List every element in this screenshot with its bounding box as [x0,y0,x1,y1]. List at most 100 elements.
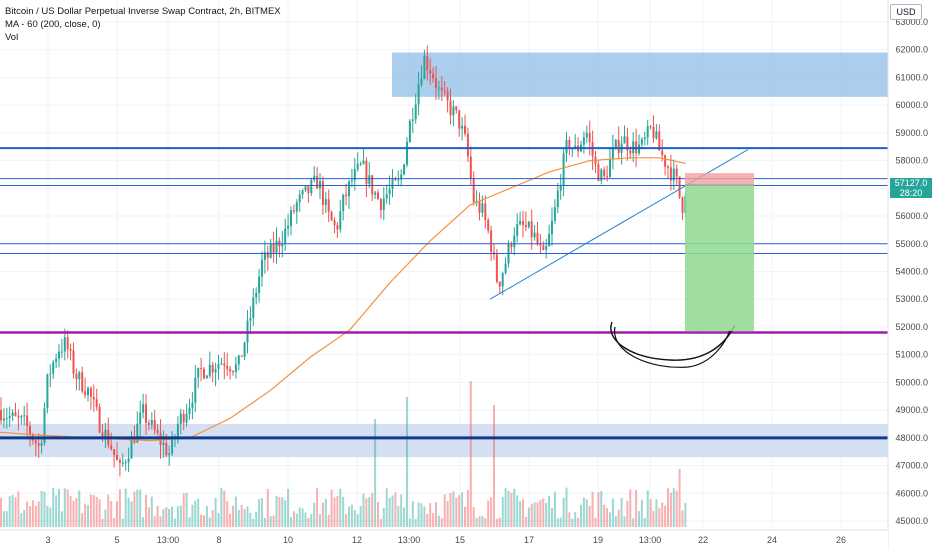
volume-bar [165,507,168,527]
candle-body [504,263,507,274]
currency-badge[interactable]: USD [890,4,922,20]
volume-bar [101,518,104,527]
candle-body [435,78,437,88]
volume-bar [243,509,246,527]
volume-bar [287,488,290,527]
volume-bar [446,501,449,527]
time-tick-label: 13:00 [157,535,180,545]
volume-bar [542,498,545,527]
volume-bar [40,490,43,527]
candle-body [603,169,606,177]
candle-body [110,445,113,450]
price-tick-label: 53000.0 [895,294,928,304]
volume-bar [63,488,66,527]
symbol-title: Bitcoin / US Dollar Perpetual Inverse Sw… [5,6,281,17]
time-axis[interactable]: 3 5 13:00 8 10 12 13:00 15 17 19 13:00 22 24 26 [0,529,888,550]
volume-bar [623,516,626,527]
candle-body [669,167,672,181]
volume-bar [124,488,127,527]
candle-body [420,78,423,85]
price-tick-label: 54000.0 [895,267,928,277]
volume-bar [475,518,478,527]
candle-body [281,243,284,247]
candle-body [556,190,559,208]
volume-bar [301,508,304,527]
volume-bar [614,516,617,527]
candle-body [568,139,571,150]
candle-body [348,181,350,197]
volume-bar [8,496,11,527]
volume-bar [156,505,159,527]
candle-body [66,337,69,350]
candle-body [182,413,185,423]
candle-body [411,119,414,121]
volume-bar [145,494,147,527]
price-tick-label: 55000.0 [895,239,928,249]
freehand-curve [610,321,736,361]
candle-body [397,179,400,181]
candle-body [78,372,81,380]
candle-body [29,425,31,435]
volume-bar [78,490,81,527]
position-tool[interactable] [685,173,754,332]
time-tick-label: 8 [216,535,221,545]
candle-body [179,413,182,424]
volume-bar [507,490,510,527]
candle-body [391,179,394,189]
volume-bar [321,502,324,527]
candle-body [539,243,542,246]
volume-bar [495,518,498,527]
candle-body [533,232,536,238]
volume-bar [142,517,145,527]
volume-bar [545,502,548,527]
volume-bar [191,504,194,527]
candle-body [284,228,287,244]
candle-body [591,142,594,157]
candle-body [643,137,646,140]
volume-bar [455,497,458,527]
volume-bar [379,518,382,527]
volume-bar [304,512,307,527]
candle-body [667,166,669,168]
volume-bar [275,495,278,527]
candle-body [461,125,464,129]
volume-bar [95,496,98,527]
volume-bar [118,489,121,527]
candle-body [452,106,455,116]
volume-bar [432,513,435,527]
volume-bar [368,497,371,527]
candle-body [124,462,127,464]
candle-body [481,203,484,213]
volume-bar [391,495,394,527]
volume-indicator-label[interactable]: Vol [5,32,19,43]
candle-body [385,194,388,199]
candle-body [26,415,29,426]
candle-body [185,413,188,423]
candle-body [292,210,295,212]
candle-body [574,145,577,149]
candle-body [609,158,611,178]
ma-indicator-label[interactable]: MA - 60 (200, close, 0) [5,19,101,30]
candle-body [261,259,263,277]
volume-bar [139,489,142,527]
volume-bar [345,514,348,527]
volume-bar [440,518,443,527]
volume-bar [348,506,350,527]
volume-bar [217,513,220,527]
volume-bar [426,514,429,527]
volume-bar [60,511,63,527]
candle-body [191,402,194,408]
candle-body [368,175,371,185]
volume-bar [481,515,484,527]
price-axis[interactable]: 45000.0 46000.0 47000.0 48000.0 49000.0 50000… [887,0,932,550]
price-tick-label: 58000.0 [895,156,928,166]
candle-body [8,416,11,419]
volume-bar [72,500,75,527]
volume-bar [597,492,600,527]
volume-bar [406,397,408,527]
volume-bar [513,488,516,527]
price-tick-label: 61000.0 [895,72,928,82]
candle-body [527,221,530,228]
candle-body [646,126,649,138]
